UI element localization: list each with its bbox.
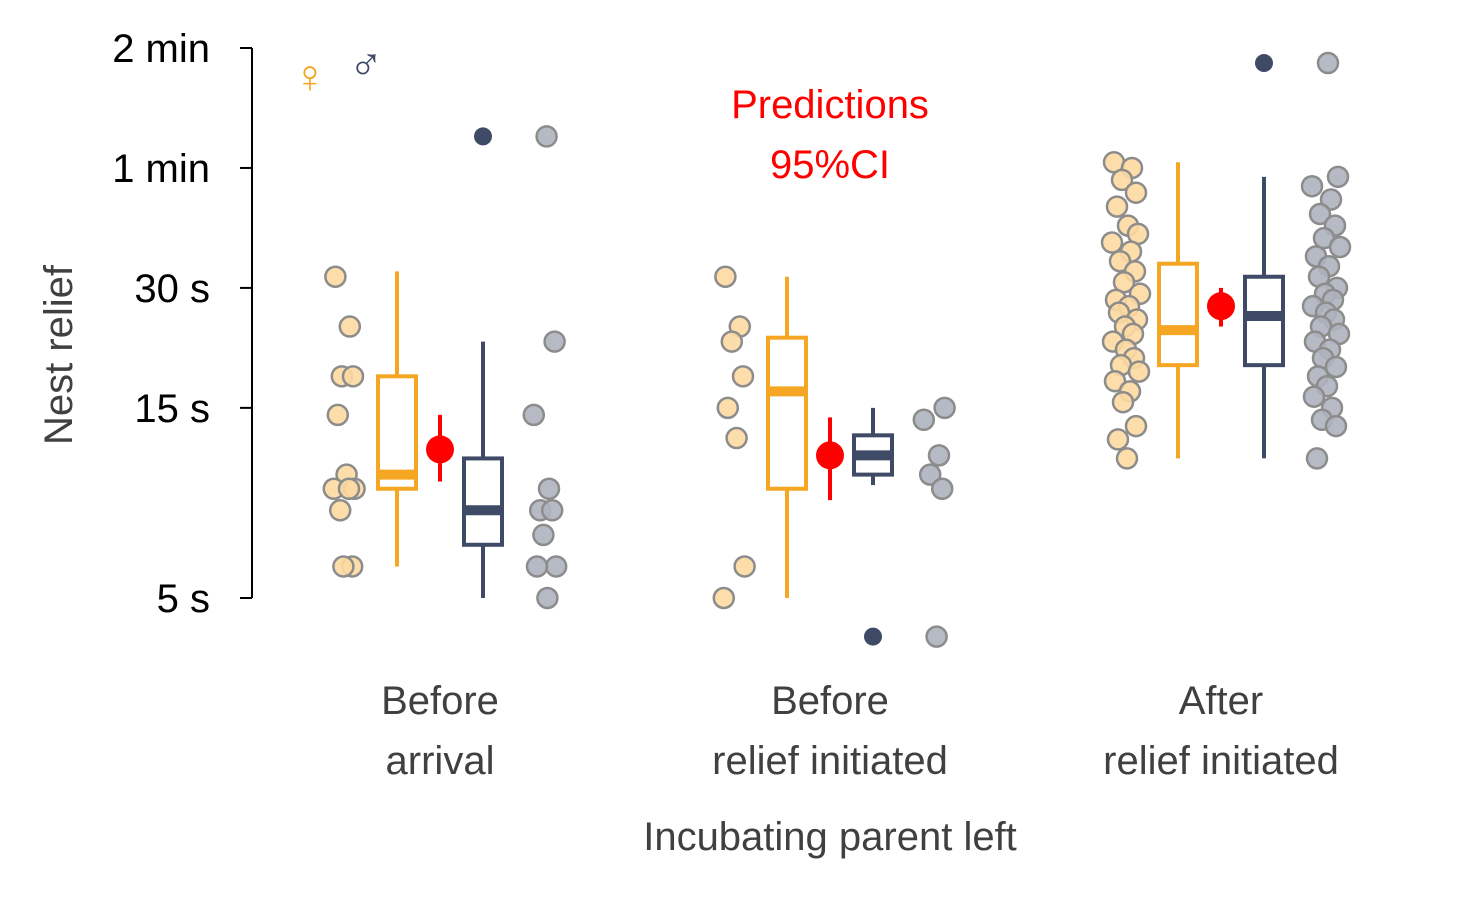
y-axis-title: Nest relief	[37, 264, 81, 445]
female-box	[1157, 261, 1199, 368]
y-tick-label: 15 s	[134, 387, 210, 431]
male-data-point	[1324, 355, 1348, 379]
female-data-point	[725, 426, 748, 450]
legend-male-symbol: ♂	[349, 38, 384, 90]
male-data-point	[535, 125, 558, 148]
female-data-point	[714, 265, 737, 288]
female-data-point	[337, 477, 361, 501]
female-data-point	[341, 365, 365, 388]
female-data-point	[1124, 414, 1148, 438]
male-data-point	[543, 330, 566, 353]
male-data-point	[918, 463, 942, 486]
category-label-2-line1: Before	[771, 679, 889, 723]
male-data-point	[1300, 174, 1324, 198]
category-label-3-line2: relief initiated	[1103, 739, 1339, 783]
x-axis-title: Incubating parent left	[643, 815, 1017, 859]
male-data-point	[1316, 51, 1340, 75]
female-data-point	[1115, 447, 1139, 470]
y-axis: 5 s 15 s 30 s 1 min 2 min	[112, 27, 253, 621]
prediction-estimate	[816, 441, 844, 470]
female-data-point	[1105, 195, 1129, 218]
male-data-point	[532, 523, 555, 547]
prediction-annotation-line1: Predictions	[731, 83, 929, 127]
male-data-point	[1302, 385, 1326, 408]
male-data-point	[525, 555, 549, 578]
male-data-point	[537, 477, 561, 501]
data-points	[322, 51, 1352, 648]
male-data-point	[930, 477, 954, 501]
male-data-point	[1324, 414, 1348, 438]
category-label-2-line2: relief initiated	[712, 739, 948, 783]
y-tick-label: 2 min	[112, 27, 210, 71]
y-tick-label: 5 s	[157, 577, 210, 621]
prediction-annotation-line2: 95%CI	[770, 143, 890, 187]
female-data-point	[1124, 181, 1148, 204]
male-data-point	[522, 403, 546, 427]
prediction-estimate	[426, 435, 454, 464]
female-data-point	[1108, 249, 1132, 273]
male-data-point	[933, 396, 956, 420]
male-data-point	[1328, 235, 1352, 259]
female-data-point	[326, 403, 350, 427]
female-data-point	[1127, 360, 1151, 383]
legend-female-symbol: ♀	[293, 50, 328, 102]
female-data-point	[1103, 369, 1127, 393]
category-label-1-line1: Before	[381, 679, 499, 723]
male-outlier	[474, 127, 492, 146]
male-data-point	[927, 444, 951, 467]
female-data-point	[324, 265, 347, 288]
female-data-point	[720, 330, 744, 353]
female-data-point	[332, 555, 355, 578]
male-box	[462, 456, 504, 547]
male-data-point	[1308, 202, 1332, 226]
female-data-point	[338, 315, 362, 338]
male-data-point	[1305, 447, 1329, 470]
male-data-point	[540, 499, 564, 522]
male-data-point	[536, 586, 559, 610]
y-tick-label: 1 min	[112, 147, 210, 191]
female-data-point	[733, 555, 756, 578]
male-outlier	[864, 627, 882, 646]
male-data-point	[912, 408, 936, 432]
prediction-estimate	[1207, 292, 1235, 321]
male-outlier	[1255, 54, 1273, 73]
female-data-point	[328, 499, 352, 522]
female-data-point	[1111, 390, 1135, 414]
female-data-point	[712, 586, 736, 610]
female-data-point	[1110, 168, 1134, 192]
category-label-3-line1: After	[1179, 679, 1263, 723]
male-data-point	[1326, 165, 1350, 189]
box-plots	[376, 54, 1285, 646]
female-data-point	[731, 365, 755, 388]
predictions	[426, 287, 1235, 501]
female-data-point	[1100, 231, 1124, 254]
female-data-point	[716, 396, 740, 420]
category-label-1-line2: arrival	[386, 739, 495, 783]
female-data-point	[1106, 428, 1130, 451]
y-tick-label: 30 s	[134, 267, 210, 311]
male-data-point	[544, 555, 568, 578]
female-box	[766, 335, 808, 491]
male-data-point	[925, 625, 948, 648]
